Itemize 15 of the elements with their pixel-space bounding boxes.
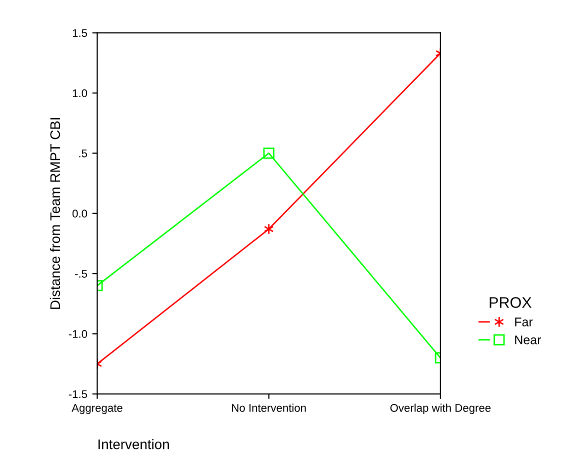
x-tick-label: Aggregate: [72, 404, 122, 414]
y-tick-label: -1.5: [68, 390, 88, 398]
x-tick-label: No Intervention: [232, 404, 306, 412]
y-tick-label: .5: [79, 150, 88, 158]
y-tick-label: -1.0: [68, 330, 88, 338]
y-tick-label: 1.0: [72, 89, 88, 98]
x-tick-label: Overlap with Degree: [390, 404, 491, 414]
legend-label: Near: [515, 336, 542, 344]
y-axis-title: Distance from Team RMPT CBI: [50, 118, 60, 309]
x-axis-title: Intervention: [98, 439, 169, 450]
y-tick-label: -.5: [75, 270, 88, 278]
legend-title: PROX: [490, 297, 532, 308]
y-tick-label: 1.5: [72, 29, 88, 37]
legend-label: Far: [515, 318, 533, 326]
y-tick-label: 0.0: [72, 210, 88, 218]
